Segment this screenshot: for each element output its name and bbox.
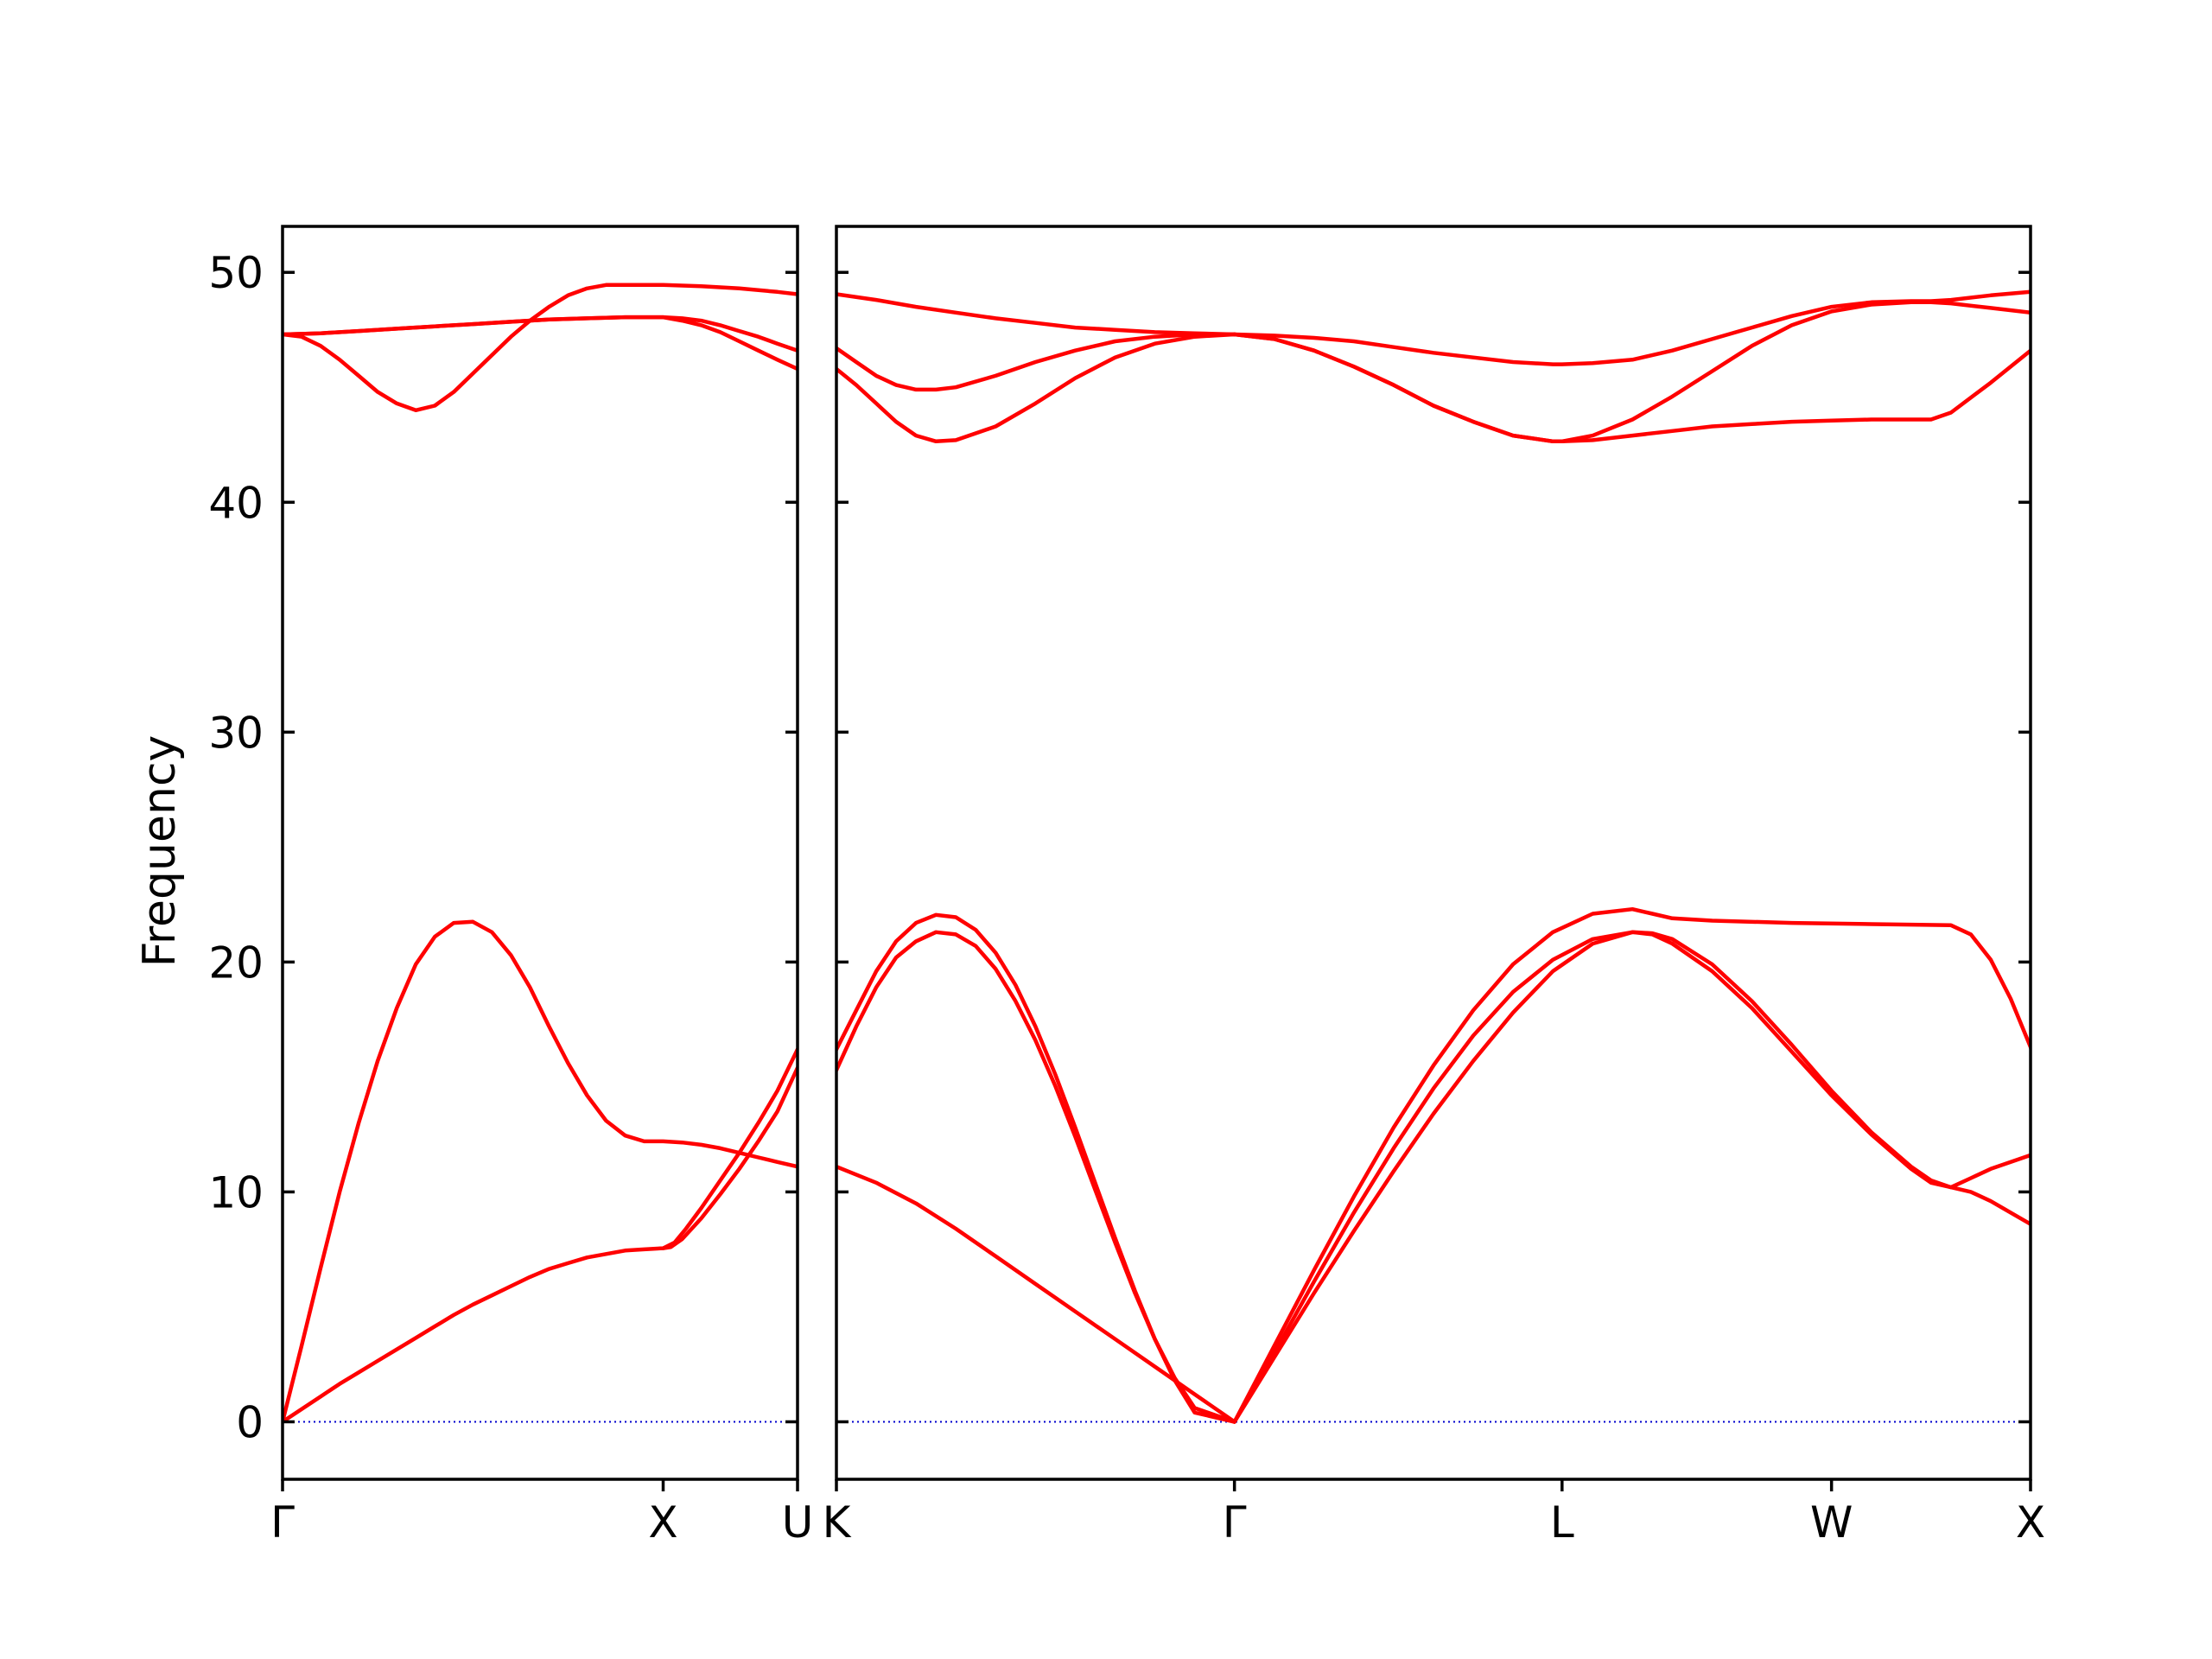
band-k-acoustic-high bbox=[836, 912, 1236, 1424]
band-gl-optical-2 bbox=[1232, 300, 2031, 444]
band-acoustic-1 bbox=[283, 1065, 798, 1424]
x-tick-label: W bbox=[1810, 1497, 1853, 1548]
y-tick-label: 0 bbox=[236, 1397, 264, 1447]
band-acoustic-3 bbox=[283, 919, 798, 1424]
y-tick-label: 20 bbox=[208, 938, 264, 988]
y-tick-label: 30 bbox=[208, 708, 264, 758]
band-k-optical-1 bbox=[836, 332, 1236, 444]
band-k-optical-3 bbox=[836, 292, 1236, 337]
x-tick-label: U bbox=[782, 1497, 814, 1548]
x-tick-label: L bbox=[1550, 1497, 1574, 1548]
panel-frame bbox=[835, 225, 2032, 1481]
band-gl-optical-1 bbox=[1232, 332, 2031, 444]
band-k-acoustic-low bbox=[836, 1164, 1236, 1424]
y-tick-label: 50 bbox=[208, 248, 264, 298]
y-tick-label: 40 bbox=[208, 478, 264, 528]
band-k-optical-2 bbox=[836, 332, 1236, 392]
band-gl-acoustic-2 bbox=[1232, 930, 2031, 1424]
x-tick-label: K bbox=[823, 1497, 852, 1548]
y-axis-label: Frequency bbox=[134, 735, 186, 968]
band-acoustic-2 bbox=[661, 1047, 798, 1250]
x-tick-label: X bbox=[648, 1497, 677, 1548]
band-gl-acoustic-1 bbox=[1232, 930, 2031, 1424]
x-tick-label: Γ bbox=[270, 1497, 295, 1548]
band-optical-1 bbox=[283, 283, 798, 413]
band-k-acoustic-mid bbox=[836, 930, 1236, 1424]
y-tick-label: 10 bbox=[208, 1167, 264, 1217]
x-tick-label: Γ bbox=[1223, 1497, 1247, 1548]
left-panel: 0 10 20 30 40 50 Γ X U bbox=[208, 225, 814, 1548]
panel-frame bbox=[281, 225, 799, 1481]
band-optical-3 bbox=[283, 315, 798, 372]
band-gl-acoustic-3 bbox=[1232, 906, 2031, 1424]
band-gl-optical-3 bbox=[1232, 289, 2031, 366]
x-tick-label: X bbox=[2016, 1497, 2045, 1548]
